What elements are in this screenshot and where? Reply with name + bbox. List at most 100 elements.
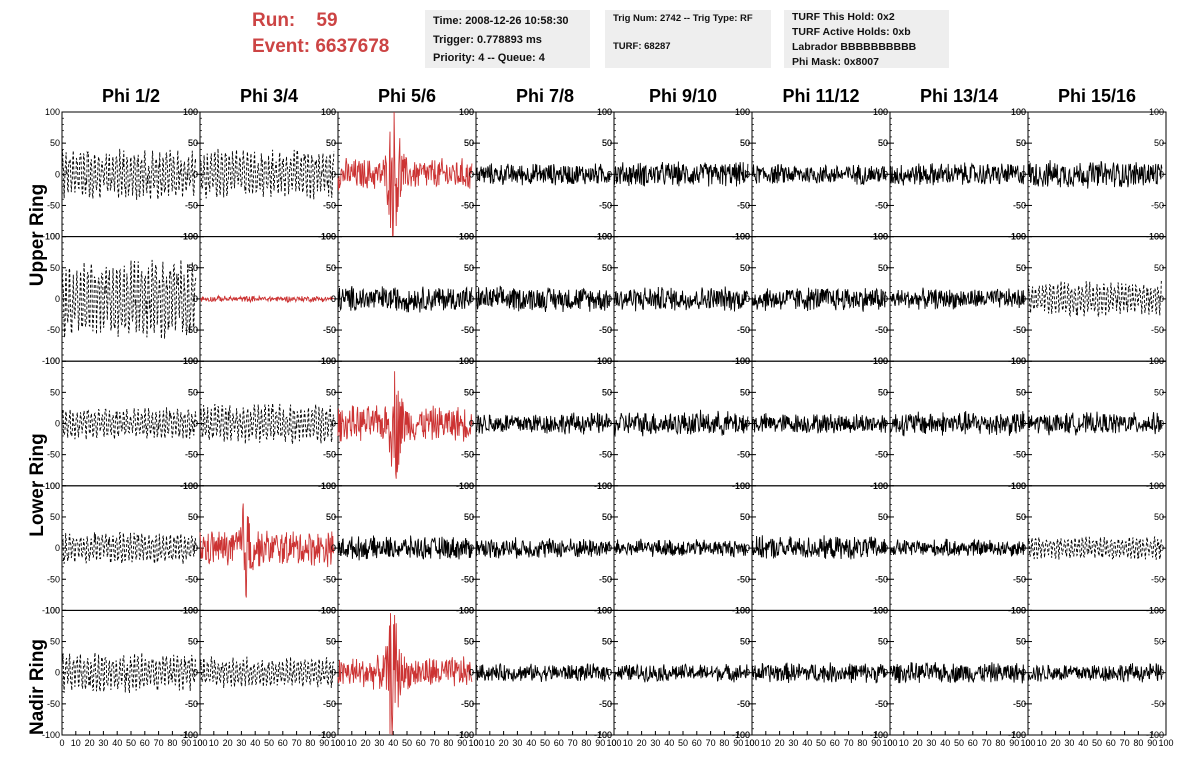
x-tick-label: 40 bbox=[1078, 738, 1088, 748]
y-tick-label-right: 100 bbox=[597, 481, 612, 491]
y-tick-label-right: 50 bbox=[602, 387, 612, 397]
y-tick-label-right: -50 bbox=[461, 325, 474, 335]
y-tick-label-right: 100 bbox=[321, 481, 336, 491]
x-tick-label: 60 bbox=[692, 738, 702, 748]
waveform-trace bbox=[61, 148, 197, 200]
y-tick-label: 50 bbox=[50, 138, 60, 148]
y-tick-label: 100 bbox=[183, 605, 198, 615]
panel-r4-c1: -100 -100 -50 -50 0 0 50 50 100 100 bbox=[42, 481, 201, 615]
waveform-trace bbox=[1027, 536, 1163, 560]
y-tick-label: 50 bbox=[878, 263, 888, 273]
x-tick-label: 10 bbox=[761, 738, 771, 748]
y-tick-label-right: 100 bbox=[459, 356, 474, 366]
x-tick-label: 90 bbox=[1147, 738, 1157, 748]
y-tick-label: -50 bbox=[599, 325, 612, 335]
x-tick-label: 90 bbox=[595, 738, 605, 748]
x-tick-label: 100 bbox=[468, 738, 483, 748]
y-tick-label: -100 bbox=[318, 730, 336, 740]
y-tick-label: 50 bbox=[188, 387, 198, 397]
panel-frame bbox=[61, 111, 201, 238]
waveform-trace bbox=[889, 538, 1025, 557]
y-tick-label-right: 100 bbox=[1149, 605, 1164, 615]
y-tick-label: 50 bbox=[740, 512, 750, 522]
y-tick-label-right: 50 bbox=[464, 263, 474, 273]
y-tick-label-right: -50 bbox=[185, 574, 198, 584]
panel-frame bbox=[337, 236, 477, 362]
y-tick-label: 0 bbox=[883, 668, 888, 678]
panel-frame bbox=[199, 360, 339, 487]
y-tick-label: 0 bbox=[607, 419, 612, 429]
y-tick-label-right: 100 bbox=[597, 605, 612, 615]
x-tick-label: 20 bbox=[913, 738, 923, 748]
y-tick-label: -100 bbox=[42, 605, 60, 615]
y-tick-label-right: 0 bbox=[331, 419, 336, 429]
waveform-trace bbox=[337, 286, 473, 313]
y-tick-label-right: -50 bbox=[1151, 200, 1164, 210]
x-tick-label: 0 bbox=[887, 738, 892, 748]
x-tick-label: 20 bbox=[85, 738, 95, 748]
phi-header-2: Phi 3/4 bbox=[239, 86, 299, 106]
y-tick-label-right: -50 bbox=[323, 574, 336, 584]
y-tick-label-right: 50 bbox=[740, 138, 750, 148]
y-tick-label: -50 bbox=[1013, 574, 1026, 584]
y-tick-label-right: -50 bbox=[1013, 574, 1026, 584]
x-tick-label: 70 bbox=[568, 738, 578, 748]
x-tick-label: 60 bbox=[554, 738, 564, 748]
y-tick-label-right: 50 bbox=[740, 263, 750, 273]
y-tick-label: -50 bbox=[599, 574, 612, 584]
y-tick-label: -100 bbox=[594, 730, 612, 740]
x-tick-label: 20 bbox=[499, 738, 509, 748]
y-tick-label: -50 bbox=[47, 450, 60, 460]
y-tick-label: 0 bbox=[331, 294, 336, 304]
y-tick-label: 50 bbox=[602, 512, 612, 522]
waveform-trace bbox=[1027, 280, 1163, 318]
y-tick-label: 0 bbox=[331, 543, 336, 553]
y-tick-label: -50 bbox=[1013, 200, 1026, 210]
y-tick-label: 100 bbox=[183, 356, 198, 366]
y-tick-label: 0 bbox=[745, 169, 750, 179]
x-tick-label: 20 bbox=[775, 738, 785, 748]
x-tick-label: 40 bbox=[802, 738, 812, 748]
y-tick-label-right: 50 bbox=[1154, 263, 1164, 273]
x-tick-label: 0 bbox=[197, 738, 202, 748]
y-tick-label: 50 bbox=[50, 637, 60, 647]
y-tick-label: 50 bbox=[326, 637, 336, 647]
y-tick-label: 50 bbox=[602, 263, 612, 273]
y-tick-label-right: 100 bbox=[735, 107, 750, 117]
x-tick-label: 80 bbox=[1133, 738, 1143, 748]
y-tick-label-right: 100 bbox=[1011, 481, 1026, 491]
x-tick-label: 10 bbox=[623, 738, 633, 748]
x-tick-label: 90 bbox=[457, 738, 467, 748]
x-tick-label: 0 bbox=[749, 738, 754, 748]
y-tick-label: 0 bbox=[745, 543, 750, 553]
waveform-trace bbox=[889, 662, 1025, 684]
y-tick-label: 100 bbox=[459, 107, 474, 117]
y-tick-label-right: -50 bbox=[599, 450, 612, 460]
y-tick-label-right: 100 bbox=[597, 356, 612, 366]
y-tick-label: 50 bbox=[464, 637, 474, 647]
y-tick-label: 0 bbox=[745, 668, 750, 678]
y-tick-label: 100 bbox=[183, 232, 198, 242]
y-tick-label: 50 bbox=[188, 512, 198, 522]
y-tick-label-right: -50 bbox=[323, 699, 336, 709]
y-tick-label-right: 0 bbox=[193, 668, 198, 678]
y-tick-label: -50 bbox=[737, 200, 750, 210]
waveform-trace bbox=[613, 286, 749, 312]
y-tick-label-right: 100 bbox=[1011, 107, 1026, 117]
waveform-trace bbox=[475, 662, 611, 682]
waveform-trace bbox=[613, 409, 749, 437]
y-tick-label-right: 100 bbox=[735, 481, 750, 491]
y-tick-label: 50 bbox=[1016, 138, 1026, 148]
y-tick-label: 0 bbox=[883, 294, 888, 304]
y-tick-label: -50 bbox=[461, 574, 474, 584]
phi-header-7: Phi 13/14 bbox=[919, 86, 999, 106]
x-tick-label: 30 bbox=[374, 738, 384, 748]
y-tick-label-right: 0 bbox=[607, 419, 612, 429]
